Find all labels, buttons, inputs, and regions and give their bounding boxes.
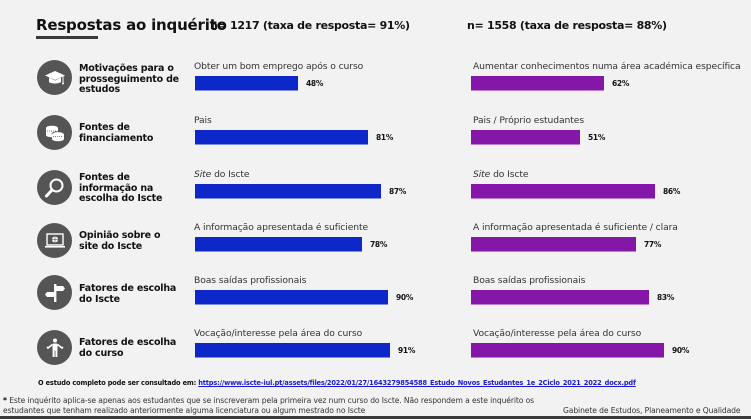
right-bar: [471, 76, 604, 90]
right-percentage: 51%: [588, 133, 606, 142]
label-text: Boas saídas profissionais: [194, 275, 307, 286]
left-percentage: 90%: [396, 293, 414, 302]
study-link-prefix: O estudo completo pode ser consultado em…: [38, 379, 199, 387]
left-question-label: Boas saídas profissionais: [194, 275, 306, 286]
footnote-text: Este inquérito aplica-se apenas aos estu…: [3, 396, 535, 415]
label-text: Aumentar conhecimentos numa área académi…: [473, 61, 741, 72]
label-text: Vocação/interesse pela área do curso: [194, 328, 363, 339]
bottom-divider: [0, 416, 751, 419]
left-question-label: Obter um bom emprego após o curso: [194, 61, 363, 72]
right-bar: [471, 184, 655, 198]
footnote: * Este inquérito aplica-se apenas aos es…: [3, 396, 543, 416]
label-text: Boas saídas profissionais: [473, 275, 586, 286]
right-question-label: Aumentar conhecimentos numa área académi…: [473, 61, 741, 72]
sample-size-left: n= 1217 (taxa de resposta= 91%): [210, 19, 410, 32]
label-emphasis: Site: [194, 169, 212, 180]
label-text: Pais: [194, 115, 212, 126]
label-emphasis: Site: [473, 169, 491, 180]
left-question-label: Site do Iscte: [194, 169, 250, 180]
category-label: Fontes de financiamento: [79, 122, 154, 144]
left-percentage: 87%: [389, 187, 407, 196]
right-percentage: 86%: [663, 187, 681, 196]
category-label: Fatores de escolha do Iscte: [79, 283, 177, 305]
left-question-label: Vocação/interesse pela área do curso: [194, 328, 362, 339]
left-question-label: A informação apresentada é suficiente: [194, 222, 368, 233]
laptop-globe-icon: [37, 223, 72, 258]
right-bar: [471, 290, 649, 304]
right-bar: [471, 343, 664, 357]
label-text: Pais / Próprio estudantes: [473, 115, 585, 126]
left-percentage: 81%: [376, 133, 394, 142]
left-percentage: 91%: [398, 346, 416, 355]
right-question-label: A informação apresentada é suficiente / …: [473, 222, 678, 233]
organization-credit: Gabinete de Estudos, Planeamento e Quali…: [563, 406, 741, 415]
left-bar: [195, 290, 388, 304]
left-percentage: 48%: [306, 79, 324, 88]
coins-icon: [37, 115, 72, 150]
footnote-star: *: [3, 396, 7, 405]
study-link[interactable]: https://www.iscte-iul.pt/assets/files/20…: [198, 379, 636, 387]
right-question-label: Site do Iscte: [473, 169, 529, 180]
left-question-label: Pais: [194, 115, 212, 126]
label-text: A informação apresentada é suficiente: [194, 222, 369, 233]
sample-size-right: n= 1558 (taxa de resposta= 88%): [467, 19, 667, 32]
page-title: Respostas ao inquérito: [36, 16, 227, 34]
signpost-icon: [37, 275, 72, 310]
label-text: Vocação/interesse pela área do curso: [473, 328, 642, 339]
right-percentage: 83%: [657, 293, 675, 302]
label-text: do Iscte: [490, 169, 529, 180]
person-shrug-icon: [37, 330, 72, 365]
right-question-label: Vocação/interesse pela área do curso: [473, 328, 641, 339]
label-text: A informação apresentada é suficiente / …: [473, 222, 678, 233]
left-bar: [195, 130, 368, 144]
graduation-cap-icon: [37, 60, 72, 95]
right-question-label: Boas saídas profissionais: [473, 275, 585, 286]
right-bar: [471, 130, 580, 144]
category-label: Motivações para o prosseguimento de estu…: [79, 63, 179, 95]
label-text: do Iscte: [211, 169, 250, 180]
right-percentage: 90%: [672, 346, 690, 355]
left-percentage: 78%: [370, 240, 388, 249]
category-label: Fontes de informação na escolha do Iscte: [79, 172, 163, 204]
label-text: Obter um bom emprego após o curso: [194, 61, 364, 72]
left-bar: [195, 237, 362, 251]
right-bar: [471, 237, 636, 251]
left-bar: [195, 343, 390, 357]
right-percentage: 77%: [644, 240, 662, 249]
title-underline: [36, 36, 98, 39]
study-link-line: O estudo completo pode ser consultado em…: [38, 379, 636, 387]
magnifier-icon: [37, 170, 72, 205]
left-bar: [195, 76, 298, 90]
left-bar: [195, 184, 381, 198]
category-label: Opinião sobre o site do Iscte: [79, 230, 161, 252]
right-question-label: Pais / Próprio estudantes: [473, 115, 584, 126]
right-percentage: 62%: [612, 79, 630, 88]
category-label: Fatores de escolha do curso: [79, 337, 177, 359]
